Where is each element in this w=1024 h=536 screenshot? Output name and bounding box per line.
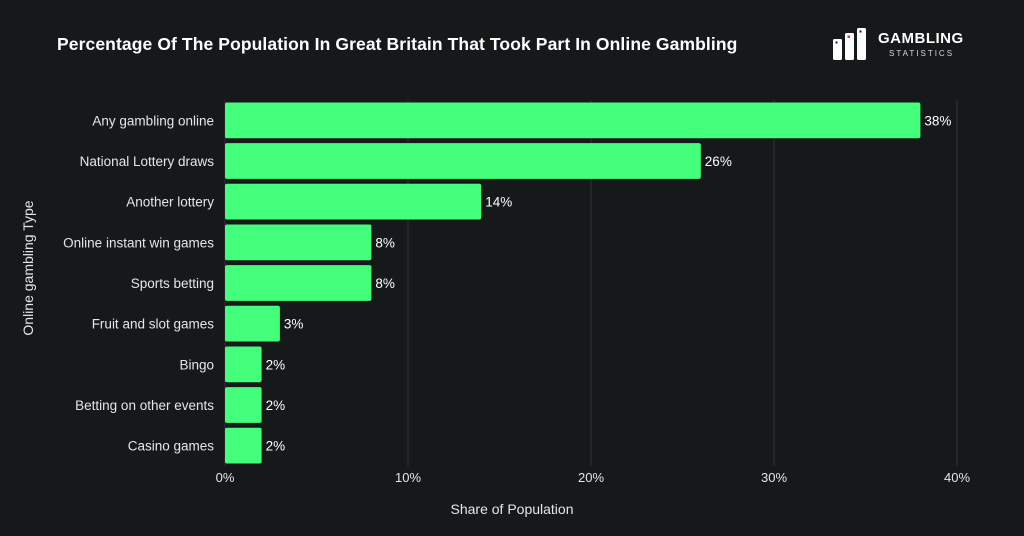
category-label: Betting on other events bbox=[75, 398, 214, 413]
category-label: National Lottery draws bbox=[80, 154, 215, 169]
playing-cards-icon bbox=[833, 28, 866, 60]
bar bbox=[225, 102, 921, 139]
y-axis-label: Online gambling Type bbox=[20, 200, 36, 336]
value-label: 26% bbox=[705, 154, 732, 169]
bars bbox=[225, 102, 921, 464]
category-label: Bingo bbox=[179, 357, 214, 372]
x-tick-label: 10% bbox=[395, 470, 421, 485]
value-label: 2% bbox=[266, 439, 286, 454]
category-label: Fruit and slot games bbox=[92, 317, 215, 332]
category-label: Casino games bbox=[128, 439, 215, 454]
value-label: 8% bbox=[375, 276, 395, 291]
value-label: 2% bbox=[266, 357, 286, 372]
bar bbox=[225, 143, 701, 179]
x-axis-label: Share of Population bbox=[450, 501, 574, 517]
value-label: 3% bbox=[284, 317, 304, 332]
bar bbox=[225, 427, 262, 464]
value-label: 8% bbox=[375, 235, 395, 250]
value-label: 38% bbox=[924, 113, 951, 128]
logo-name: GAMBLING bbox=[878, 30, 964, 47]
bar bbox=[225, 265, 372, 301]
value-label: 2% bbox=[266, 398, 286, 413]
x-tick-labels: 0% 10% 20% 30% 40% bbox=[216, 470, 971, 485]
bar bbox=[225, 305, 280, 342]
x-tick-label: 0% bbox=[216, 470, 235, 485]
gambling-statistics-logo: GAMBLING STATISTICS bbox=[831, 26, 981, 66]
category-labels: Any gambling online National Lottery draw… bbox=[63, 113, 214, 453]
value-label: 14% bbox=[485, 195, 512, 210]
bar bbox=[225, 387, 262, 423]
bar bbox=[225, 224, 372, 261]
category-label: Sports betting bbox=[131, 276, 214, 291]
x-tick-label: 40% bbox=[944, 470, 970, 485]
category-label: Online instant win games bbox=[63, 235, 214, 250]
bar bbox=[225, 183, 482, 220]
bar bbox=[225, 346, 262, 383]
x-tick-label: 20% bbox=[578, 470, 604, 485]
category-label: Another lottery bbox=[126, 195, 214, 210]
value-labels: 38% 26% 14% 8% 8% 3% 2% 2% 2% bbox=[266, 113, 952, 453]
logo-subtitle: STATISTICS bbox=[889, 49, 955, 58]
x-tick-label: 30% bbox=[761, 470, 787, 485]
chart-title: Percentage Of The Population In Great Br… bbox=[57, 34, 738, 54]
category-label: Any gambling online bbox=[92, 113, 214, 128]
